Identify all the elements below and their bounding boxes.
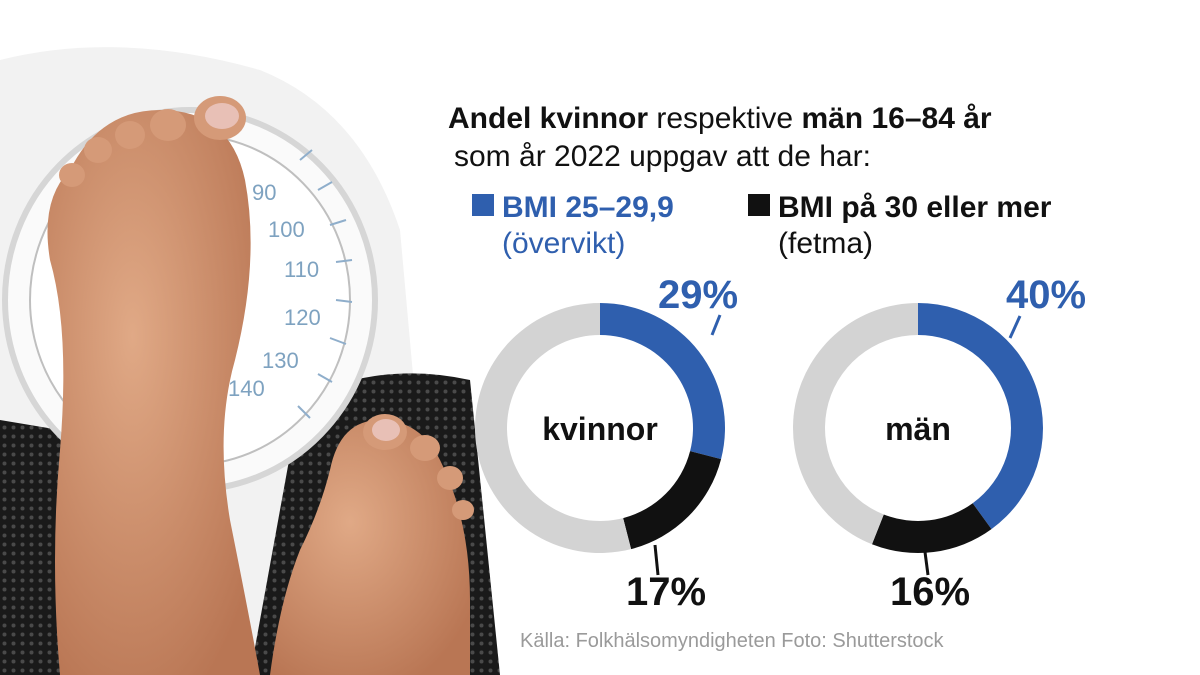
scale-number: 120	[284, 305, 321, 330]
title-line-2: som år 2022 uppgav att de har:	[454, 140, 871, 173]
legend-swatch-blue	[472, 194, 494, 216]
data-label-overweight: 40%	[1006, 273, 1086, 317]
donut-slice	[918, 303, 1044, 530]
legend-label: BMI 25–29,9	[502, 191, 674, 224]
chart-title: Andel kvinnor respektive män 16–84 år so…	[448, 100, 1168, 176]
donut-slice	[600, 303, 725, 460]
legend-obesity: BMI på 30 eller mer (fetma)	[748, 190, 1051, 262]
donut-slice	[871, 503, 992, 554]
legend-swatch-black	[748, 194, 770, 216]
scale-number: 110	[284, 257, 319, 282]
donut-slice	[623, 451, 722, 550]
scale-number: 100	[268, 217, 305, 242]
donut-center-label: kvinnor	[542, 411, 658, 447]
leader-line	[1008, 315, 1022, 339]
source-credit: Källa: Folkhälsomyndigheten Foto: Shutte…	[520, 630, 944, 652]
donut-center-label: män	[885, 411, 951, 447]
leader-line	[710, 314, 722, 336]
data-label-obesity: 16%	[890, 570, 970, 614]
leader-line	[923, 551, 930, 576]
scale-number: 140	[228, 376, 265, 401]
leader-line	[653, 544, 660, 576]
legend-label: BMI på 30 eller mer	[778, 191, 1052, 224]
donut-män: män 40% 16%	[793, 273, 1086, 614]
title-respektive: respektive	[648, 102, 802, 135]
scale-number: 90	[252, 180, 276, 205]
legend-overweight: BMI 25–29,9 (övervikt)	[472, 190, 674, 262]
data-label-overweight: 29%	[658, 273, 738, 317]
scale-number: 130	[262, 348, 299, 373]
feet-on-scale-photo: 90100110120130140kg	[0, 47, 500, 675]
title-men-age: män 16–84 år	[801, 102, 992, 135]
legend-sublabel: (fetma)	[778, 227, 874, 260]
title-women: Andel kvinnor	[448, 102, 649, 135]
donut-slice	[475, 303, 632, 553]
donut-slice	[793, 303, 918, 545]
data-label-obesity: 17%	[626, 570, 706, 614]
legend-sublabel: (övervikt)	[502, 227, 626, 260]
donut-kvinnor: kvinnor 29% 17%	[475, 273, 738, 614]
